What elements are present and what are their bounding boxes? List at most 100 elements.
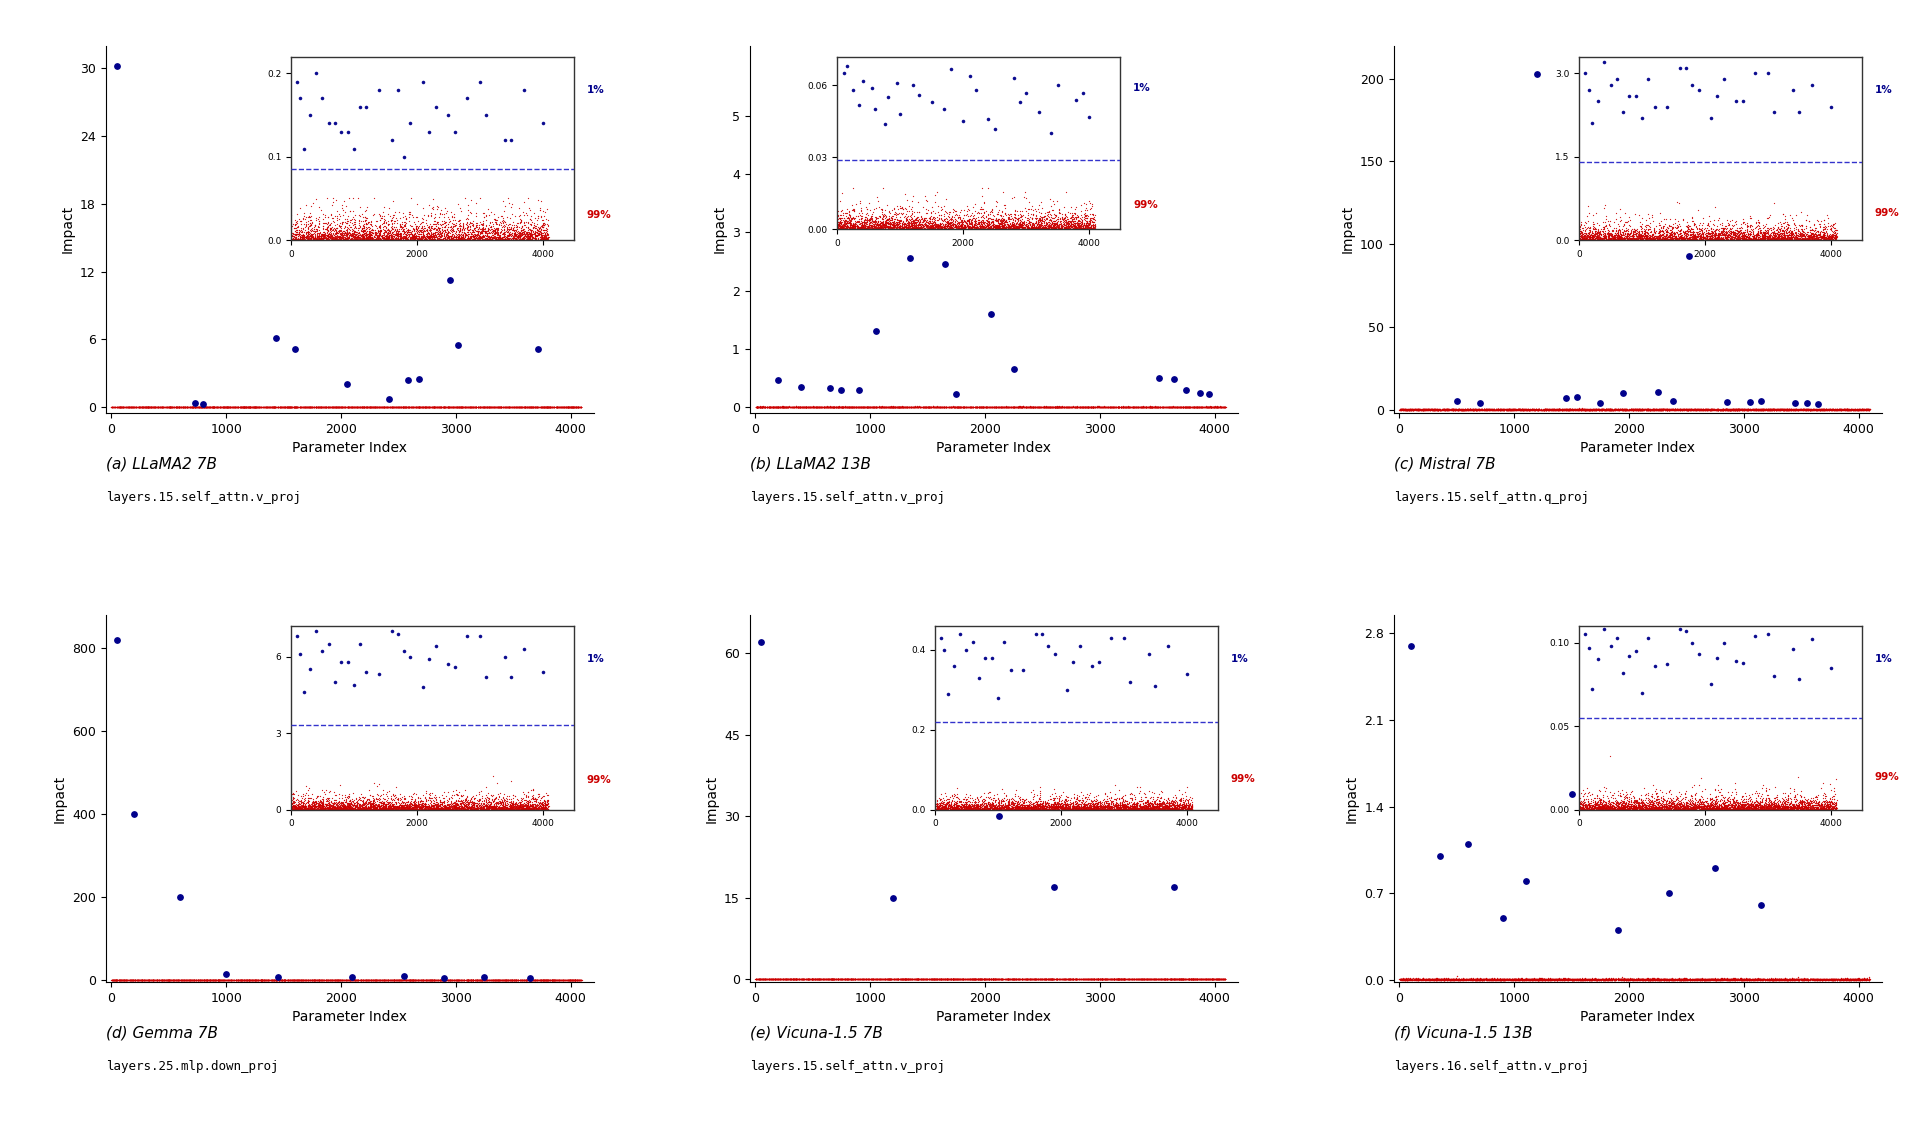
- Point: [300, 971, 330, 989]
- Point: [1142, 971, 1173, 989]
- Point: [457, 971, 488, 989]
- Point: [278, 971, 309, 989]
- Point: [1588, 971, 1619, 989]
- Point: [1715, 971, 1745, 989]
- Point: [424, 397, 455, 416]
- Point: [1788, 401, 1818, 419]
- Point: [801, 397, 831, 416]
- Point: [1027, 397, 1058, 416]
- Point: [240, 399, 271, 417]
- Point: [1037, 397, 1068, 416]
- Point: [1388, 970, 1419, 988]
- Point: [301, 399, 332, 417]
- Point: [950, 971, 981, 989]
- Point: [1686, 971, 1716, 989]
- Point: [234, 971, 265, 989]
- Point: [534, 399, 564, 417]
- Point: [303, 971, 334, 989]
- Point: [1695, 400, 1726, 418]
- Point: [1450, 401, 1480, 419]
- Point: [372, 971, 403, 989]
- Point: [1181, 971, 1212, 989]
- Point: [1181, 397, 1212, 416]
- Point: [1816, 401, 1847, 419]
- Point: [874, 397, 904, 416]
- Point: [877, 971, 908, 989]
- Point: [1020, 397, 1050, 416]
- Point: [1693, 971, 1724, 989]
- Point: [1133, 971, 1164, 989]
- Point: [132, 397, 163, 416]
- Point: [361, 971, 392, 989]
- Point: [851, 397, 881, 416]
- Point: [822, 971, 852, 989]
- Point: [1822, 970, 1853, 988]
- Point: [240, 971, 271, 989]
- Point: [793, 971, 824, 989]
- Point: [1467, 400, 1498, 418]
- Point: [1190, 971, 1221, 989]
- Point: [516, 397, 547, 416]
- Point: [1730, 401, 1761, 419]
- Point: [1173, 397, 1204, 416]
- Point: [1542, 970, 1572, 988]
- Point: [1601, 400, 1632, 418]
- Point: [300, 397, 330, 416]
- Point: [1811, 400, 1841, 418]
- Point: [1179, 397, 1210, 416]
- Point: [1849, 401, 1880, 419]
- Point: [563, 971, 593, 989]
- Point: [1146, 397, 1177, 416]
- Point: [939, 397, 970, 416]
- Point: [977, 397, 1008, 416]
- Point: [1425, 401, 1455, 419]
- Point: [163, 399, 194, 417]
- Point: [981, 397, 1012, 416]
- Point: [874, 397, 904, 416]
- Point: [154, 399, 184, 417]
- Point: [1102, 397, 1133, 416]
- Point: [1726, 401, 1757, 419]
- Point: [1836, 401, 1866, 419]
- Point: [879, 397, 910, 416]
- Point: [945, 971, 975, 989]
- Point: [551, 397, 582, 416]
- Point: [144, 399, 175, 417]
- Point: [1607, 401, 1638, 419]
- Point: [1417, 970, 1448, 988]
- Point: [336, 971, 367, 989]
- Point: [296, 399, 326, 417]
- Point: [484, 399, 515, 417]
- Point: [1628, 401, 1659, 419]
- Point: [1711, 400, 1741, 418]
- Point: [812, 397, 843, 416]
- Point: [753, 397, 783, 416]
- Point: [1549, 401, 1580, 419]
- Point: [129, 399, 159, 417]
- Point: [1764, 970, 1795, 988]
- Point: [1851, 971, 1882, 989]
- Point: [1139, 971, 1169, 989]
- Point: [958, 971, 989, 989]
- Point: [1075, 971, 1106, 989]
- Point: [822, 397, 852, 416]
- Point: [367, 971, 397, 989]
- Point: [1092, 397, 1123, 416]
- Point: [559, 971, 589, 989]
- Point: [330, 397, 361, 416]
- Point: [1565, 401, 1596, 419]
- Point: [816, 971, 847, 989]
- Point: [987, 397, 1018, 416]
- Point: [895, 397, 925, 416]
- Point: [1079, 971, 1110, 989]
- Point: [1187, 397, 1217, 416]
- Point: [467, 397, 497, 416]
- Point: [956, 971, 987, 989]
- Point: [545, 397, 576, 416]
- Point: [1446, 970, 1476, 988]
- Point: [545, 399, 576, 417]
- Point: [520, 971, 551, 989]
- Point: [1836, 401, 1866, 419]
- Point: [751, 971, 781, 989]
- Point: [1402, 971, 1432, 989]
